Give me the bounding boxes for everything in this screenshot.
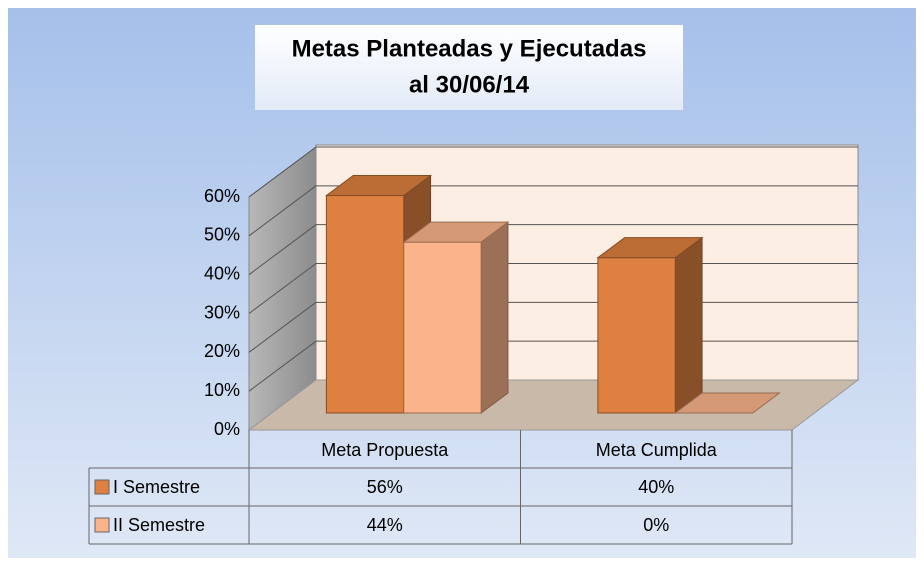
y-tick-label: 10% xyxy=(204,380,240,400)
data-label: 56% xyxy=(367,477,403,497)
title-box xyxy=(255,25,683,110)
y-tick-label: 30% xyxy=(204,302,240,322)
legend-swatch xyxy=(94,479,110,495)
y-tick-label: 20% xyxy=(204,341,240,361)
chart-title: Metas Planteadas y Ejecutadas xyxy=(292,35,647,62)
bar xyxy=(597,257,676,414)
grid-line xyxy=(248,263,317,314)
chart-title: al 30/06/14 xyxy=(409,71,530,98)
grid-line xyxy=(248,301,317,353)
y-tick-label: 40% xyxy=(204,263,240,283)
bar-side xyxy=(674,236,703,414)
bar-top xyxy=(596,237,704,259)
bar-side xyxy=(480,221,509,414)
legend-label: I Semestre xyxy=(113,477,200,497)
bar-top xyxy=(324,175,433,197)
y-tick-label: 60% xyxy=(204,186,240,206)
grid-line xyxy=(248,146,317,198)
bar xyxy=(403,241,482,414)
legend-swatch xyxy=(94,517,110,533)
bar-top xyxy=(402,221,510,243)
grid-line xyxy=(248,185,317,237)
bar xyxy=(325,195,405,414)
grid-line xyxy=(248,224,317,276)
data-label: 0% xyxy=(643,515,669,535)
y-tick-label: 0% xyxy=(214,419,240,439)
grid-line xyxy=(248,340,317,392)
x-tick-label: Meta Propuesta xyxy=(321,440,449,460)
data-label: 44% xyxy=(367,515,403,535)
bar-top xyxy=(673,392,781,414)
y-tick-label: 50% xyxy=(204,225,240,245)
data-label: 40% xyxy=(638,477,674,497)
legend-label: II Semestre xyxy=(113,515,205,535)
x-tick-label: Meta Cumplida xyxy=(596,440,718,460)
